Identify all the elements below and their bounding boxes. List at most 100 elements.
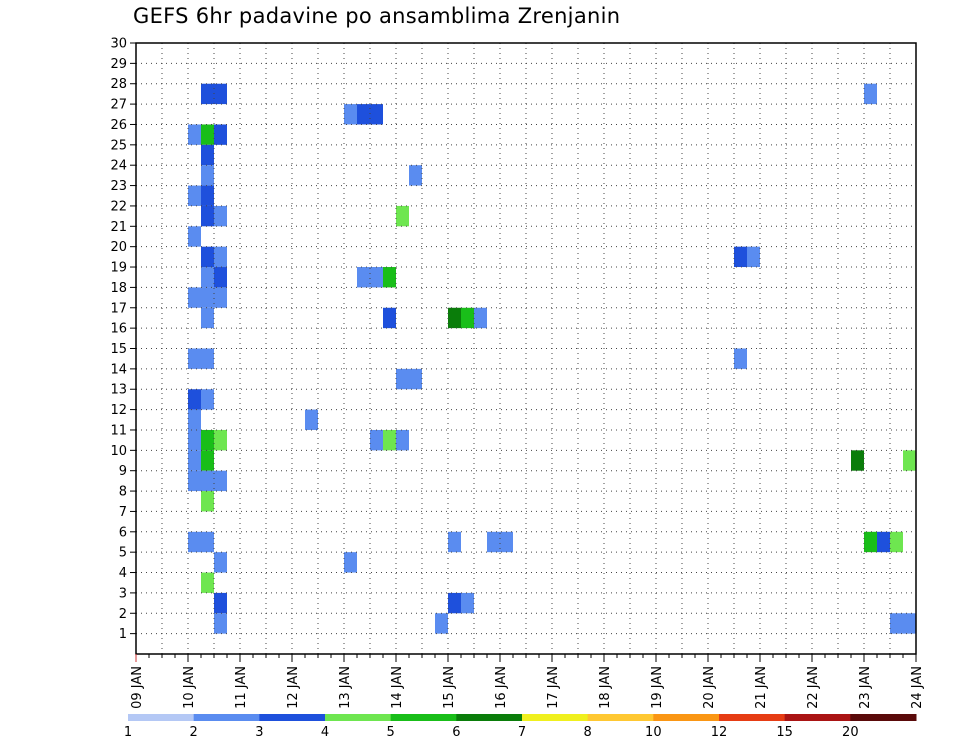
legend-swatch (456, 714, 523, 721)
data-cell (188, 226, 201, 247)
legend-swatch (390, 714, 457, 721)
legend-label: 7 (518, 725, 526, 740)
data-cell (201, 531, 214, 553)
data-cell (201, 348, 214, 369)
data-cell (357, 104, 370, 125)
y-tick-label: 11 (110, 423, 127, 438)
data-cell (396, 205, 409, 227)
x-tick-label: 21 JAN (754, 666, 769, 709)
legend-label: 15 (776, 725, 793, 740)
y-tick-label: 25 (110, 138, 127, 153)
data-cell (396, 368, 409, 390)
legend-swatch (850, 714, 917, 721)
data-cell (188, 287, 201, 308)
y-tick-label: 2 (119, 607, 127, 622)
data-cell (383, 267, 396, 288)
data-cell (461, 592, 474, 614)
data-cell (201, 287, 214, 308)
legend-swatch (128, 714, 195, 721)
data-cell (201, 389, 214, 410)
y-tick-label: 19 (110, 261, 127, 276)
data-cell (201, 165, 214, 186)
legend-label: 2 (190, 725, 198, 740)
legend-label: 3 (255, 725, 263, 740)
legend-swatch (587, 714, 654, 721)
data-cell (370, 429, 383, 451)
data-cell (383, 429, 396, 451)
y-tick-label: 16 (110, 322, 127, 337)
data-cell (747, 246, 760, 268)
data-cell (201, 83, 214, 105)
y-tick-label: 12 (110, 403, 127, 418)
data-cell (188, 389, 201, 410)
data-cell (214, 552, 227, 573)
y-tick-label: 24 (110, 159, 127, 174)
data-cell (201, 450, 214, 471)
data-cell (188, 409, 201, 430)
data-cell (214, 205, 227, 227)
data-cell (188, 450, 201, 471)
x-tick-label: 13 JAN (338, 666, 353, 709)
data-cell (214, 83, 227, 105)
legend-label: 8 (584, 725, 592, 740)
x-tick-label: 10 JAN (182, 666, 197, 709)
data-cell (305, 409, 318, 430)
y-tick-label: 10 (110, 444, 127, 459)
y-tick-label: 5 (119, 546, 127, 561)
data-cell (188, 124, 201, 145)
data-cell (201, 470, 214, 492)
data-cell (214, 267, 227, 288)
data-cell (214, 613, 227, 634)
color-legend: 1 2 3 4 5 6 7 8 10 12 15 20 (124, 714, 917, 740)
y-tick-label: 30 (110, 37, 127, 52)
data-cell (396, 429, 409, 451)
chart-title: GEFS 6hr padavine po ansamblima Zrenjani… (133, 4, 621, 28)
y-tick-label: 21 (110, 220, 127, 235)
data-cell (201, 144, 214, 166)
data-cell (214, 246, 227, 268)
data-cell (903, 450, 916, 471)
x-tick-label: 09 JAN (130, 666, 145, 709)
data-cell (214, 287, 227, 308)
legend-swatch (193, 714, 260, 721)
legend-swatch (325, 714, 392, 721)
y-tick-label: 29 (110, 57, 127, 72)
x-tick-label: 16 JAN (494, 666, 509, 709)
y-tick-label: 15 (110, 342, 127, 357)
data-cell (201, 572, 214, 593)
data-cell (201, 124, 214, 145)
data-cell (188, 470, 201, 492)
data-cell (734, 246, 747, 268)
legend-swatch (522, 714, 589, 721)
data-cell (214, 592, 227, 614)
x-axis: 09 JAN 10 JAN 11 JAN 12 JAN 13 JAN 14 JAN 15 J… (130, 654, 925, 709)
y-tick-label: 27 (110, 98, 127, 113)
data-cell (890, 531, 903, 553)
y-tick-label: 9 (119, 464, 127, 479)
data-cell (383, 307, 396, 329)
x-tick-label: 14 JAN (390, 666, 405, 709)
data-cell (214, 124, 227, 145)
data-cell (435, 613, 448, 634)
legend-swatch (653, 714, 720, 721)
x-tick-label: 12 JAN (286, 666, 301, 709)
data-cell (500, 531, 513, 553)
y-tick-label: 20 (110, 240, 127, 255)
data-cell (344, 552, 357, 573)
y-tick-label: 8 (119, 485, 127, 500)
data-cell (201, 491, 214, 512)
y-tick-label: 22 (110, 199, 127, 214)
data-cell (409, 165, 422, 186)
data-cell (201, 185, 214, 206)
data-cell (448, 531, 461, 553)
legend-swatch (259, 714, 326, 721)
data-cell (188, 429, 201, 451)
data-cell (188, 185, 201, 206)
data-cell (201, 307, 214, 329)
y-tick-label: 17 (110, 301, 127, 316)
legend-label: 10 (645, 725, 662, 740)
y-tick-label: 26 (110, 118, 127, 133)
x-tick-label: 24 JAN (910, 666, 925, 709)
data-cell (409, 368, 422, 390)
data-cell (188, 531, 201, 553)
